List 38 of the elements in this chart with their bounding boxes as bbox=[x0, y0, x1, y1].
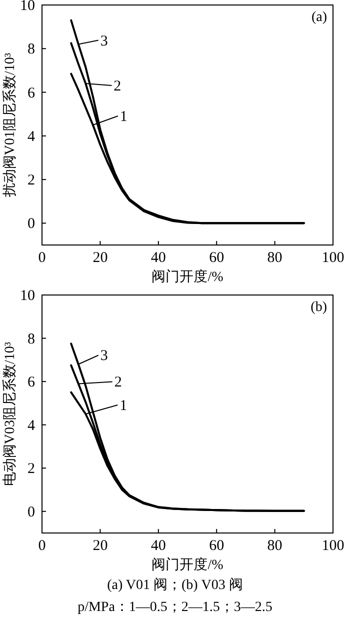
y-axis-title: 扰动阀V01阻尼系数/10³ bbox=[2, 52, 18, 198]
y-tick-label: 10 bbox=[20, 288, 35, 304]
x-tick-label: 100 bbox=[322, 538, 344, 554]
y-tick-label: 8 bbox=[28, 331, 35, 348]
x-tick-label: 0 bbox=[38, 538, 46, 554]
x-tick-label: 0 bbox=[38, 250, 46, 266]
chart-title: (a) bbox=[311, 10, 328, 25]
x-tick-label: 20 bbox=[92, 250, 108, 266]
x-tick-label: 100 bbox=[322, 250, 344, 266]
x-tick-label: 80 bbox=[267, 250, 282, 266]
x-axis-title: 阀门开度/% bbox=[152, 557, 224, 573]
y-tick-label: 8 bbox=[28, 42, 35, 58]
text: p/MPa：1—0.5；2—1.5；3—2.5 bbox=[78, 600, 272, 615]
x-tick-label: 40 bbox=[150, 250, 166, 266]
x-axis-title: 阀门开度/% bbox=[152, 269, 224, 285]
legend-label: 1 bbox=[120, 398, 128, 414]
y-tick-label: 2 bbox=[28, 461, 35, 478]
x-tick-label: 40 bbox=[150, 538, 166, 554]
y-axis-title: 电动阀V03阻尼系数/10³ bbox=[2, 342, 18, 486]
text: (a) V01 阀；(b) V03 阀 bbox=[107, 577, 243, 593]
legend-label: 1 bbox=[120, 109, 128, 125]
legend-label: 3 bbox=[100, 348, 108, 364]
legend-label: 3 bbox=[100, 33, 108, 50]
x-tick-label: 20 bbox=[92, 538, 108, 554]
x-tick-label: 60 bbox=[209, 538, 224, 554]
x-tick-label: 60 bbox=[209, 250, 224, 266]
y-tick-label: 0 bbox=[28, 216, 35, 232]
y-tick-label: 10 bbox=[20, 0, 35, 14]
legend-label: 2 bbox=[114, 374, 122, 391]
y-tick-label: 2 bbox=[28, 172, 35, 189]
y-tick-label: 6 bbox=[28, 85, 36, 102]
x-tick-label: 80 bbox=[267, 538, 282, 554]
legend-label: 2 bbox=[114, 78, 122, 95]
chart-title: (b) bbox=[310, 300, 328, 315]
y-tick-label: 0 bbox=[28, 504, 35, 520]
y-tick-label: 4 bbox=[28, 418, 36, 434]
y-tick-label: 6 bbox=[28, 374, 36, 391]
y-tick-label: 4 bbox=[28, 128, 36, 145]
